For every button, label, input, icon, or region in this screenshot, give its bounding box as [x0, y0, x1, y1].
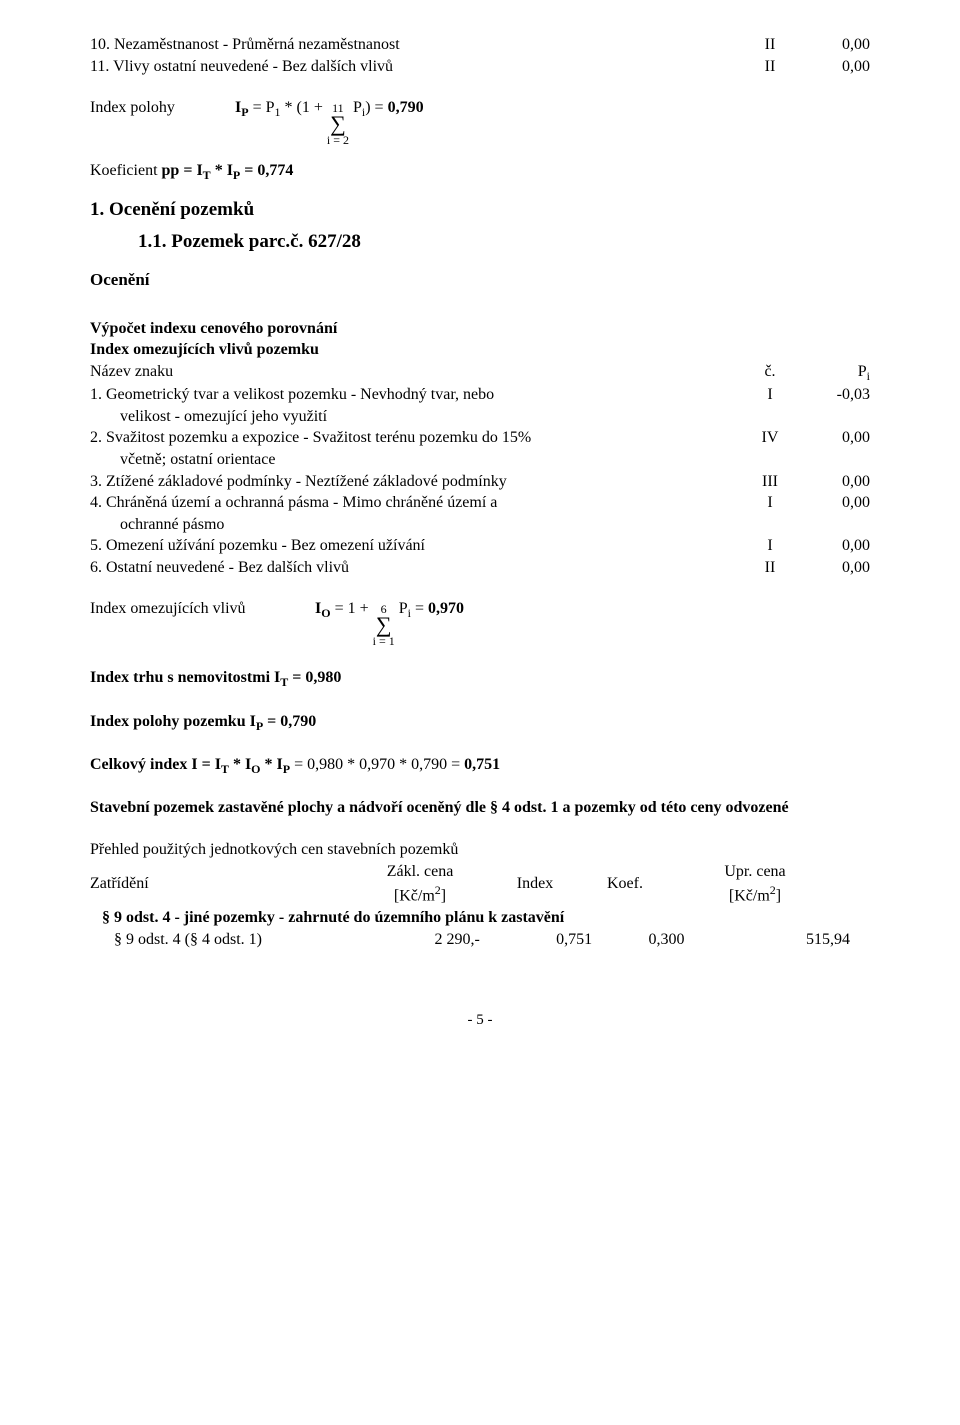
top-row-1-col3: 0,00	[800, 34, 870, 56]
formula-omez-lead: Index omezujících vlivů	[90, 598, 315, 620]
formula-polohy-lead: Index polohy	[90, 97, 235, 119]
section-1-1: 1.1. Pozemek parc.č. 627/28	[138, 229, 870, 255]
celkovy-index: Celkový index I = IT * IO * IP = 0,980 *…	[90, 754, 870, 777]
section-1: 1. Ocenění pozemků	[90, 197, 870, 223]
sigma-polohy: 11 ∑ i = 2	[327, 102, 349, 146]
table-header-col3: Pi	[800, 361, 870, 384]
koeficient-line: Koeficient pp = IT * IP = 0,774	[90, 160, 870, 183]
price-header: Zatřídění Zákl. cena [Kč/m2] Index Koef.…	[90, 861, 870, 908]
table-header-name: Název znaku	[90, 361, 740, 384]
table-row: 5. Omezení užívání pozemku - Bez omezení…	[90, 535, 870, 557]
top-row-1-label: 10. Nezaměstnanost - Průměrná nezaměstna…	[90, 34, 740, 56]
sigma-omez: 6 ∑ i = 1	[373, 603, 395, 647]
price-header-koef: Koef.	[580, 873, 670, 895]
top-row-2-col2: II	[740, 56, 800, 78]
vypocet-heading: Výpočet indexu cenového porovnání	[90, 318, 870, 340]
table-body: 1. Geometrický tvar a velikost pozemku -…	[90, 384, 870, 578]
table-header-col2: č.	[740, 361, 800, 384]
table-row: 3. Ztížené základové podmínky - Neztížen…	[90, 471, 870, 493]
index-trhu: Index trhu s nemovitostmi IT = 0,980	[90, 667, 870, 690]
table-header: Název znaku č. Pi	[90, 361, 870, 384]
prehled-line: Přehled použitých jednotkových cen stave…	[90, 839, 870, 861]
top-row-1: 10. Nezaměstnanost - Průměrná nezaměstna…	[90, 34, 870, 56]
index-omez-heading: Index omezujících vlivů pozemku	[90, 339, 870, 361]
table-row-cont: včetně; ostatní orientace	[90, 449, 870, 471]
price-row: § 9 odst. 4 (§ 4 odst. 1) 2 290,- 0,751 …	[90, 929, 870, 951]
top-row-1-col2: II	[740, 34, 800, 56]
page-number: - 5 -	[90, 1010, 870, 1030]
price-header-uprcena: Upr. cena [Kč/m2]	[670, 861, 840, 908]
page: 10. Nezaměstnanost - Průměrná nezaměstna…	[0, 0, 960, 1061]
table-row-cont: velikost - omezující jeho využití	[90, 406, 870, 428]
top-row-2-col3: 0,00	[800, 56, 870, 78]
table-row: 2. Svažitost pozemku a expozice - Svažit…	[90, 427, 870, 449]
table-row-cont: ochranné pásmo	[90, 514, 870, 536]
table-row: 6. Ostatní neuvedené - Bez dalších vlivů…	[90, 557, 870, 579]
table-row: 4. Chráněná území a ochranná pásma - Mim…	[90, 492, 870, 514]
top-row-2-label: 11. Vlivy ostatní neuvedené - Bez dalšíc…	[90, 56, 740, 78]
price-header-index: Index	[490, 873, 580, 895]
table-row: 1. Geometrický tvar a velikost pozemku -…	[90, 384, 870, 406]
index-polohy-pozemku: Index polohy pozemku IP = 0,790	[90, 711, 870, 734]
top-row-2: 11. Vlivy ostatní neuvedené - Bez dalšíc…	[90, 56, 870, 78]
price-header-zaklcena: Zákl. cena [Kč/m2]	[350, 861, 490, 908]
oceneni-heading: Ocenění	[90, 269, 870, 292]
formula-index-polohy: Index polohy IP = P1 * (1 + 11 ∑ i = 2 P…	[90, 97, 870, 146]
price-header-zatrideni: Zatřídění	[90, 873, 350, 895]
price-category: § 9 odst. 4 - jiné pozemky - zahrnuté do…	[90, 907, 870, 929]
formula-index-omez: Index omezujících vlivů IO = 1 + 6 ∑ i =…	[90, 598, 870, 647]
staveni-line: Stavební pozemek zastavěné plochy a nádv…	[90, 797, 870, 819]
